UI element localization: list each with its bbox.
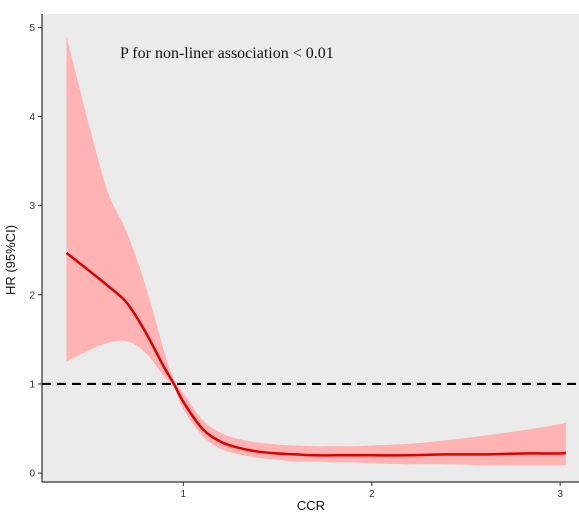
y-tick-label: 1	[29, 379, 35, 390]
y-tick-label: 5	[29, 23, 35, 34]
hr-line	[65, 251, 567, 457]
y-tick-label: 4	[29, 112, 35, 123]
y-tick-label: 3	[29, 201, 35, 212]
y-tick-label: 0	[29, 469, 35, 480]
y-tick-label: 2	[29, 290, 35, 301]
x-axis-title: CCR	[297, 498, 325, 513]
y-axis-title: HR (95%CI)	[3, 225, 18, 295]
x-tick-label: 2	[369, 489, 375, 500]
x-tick-label: 3	[557, 489, 563, 500]
x-tick-label: 1	[181, 489, 187, 500]
annotation-text: P for non-liner association < 0.01	[120, 45, 334, 62]
